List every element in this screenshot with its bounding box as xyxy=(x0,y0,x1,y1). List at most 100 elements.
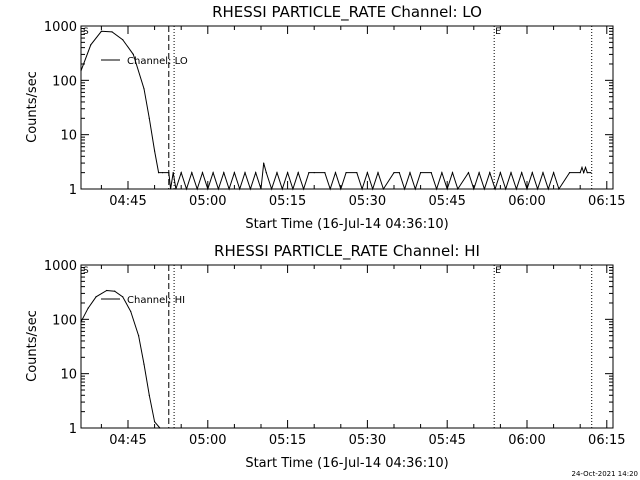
data-point xyxy=(175,188,176,189)
data-point xyxy=(159,427,160,428)
data-point xyxy=(122,39,123,40)
data-point xyxy=(162,172,163,173)
data-point xyxy=(516,188,517,189)
series-line xyxy=(81,31,591,189)
start-marker: S xyxy=(83,27,89,37)
data-point xyxy=(218,188,219,189)
plot-frame xyxy=(81,265,613,428)
data-point xyxy=(101,31,102,32)
chart-title: RHESSI PARTICLE_RATE Channel: LO xyxy=(212,3,482,22)
data-point xyxy=(255,172,256,173)
data-point xyxy=(133,54,134,55)
data-point xyxy=(314,172,315,173)
data-point xyxy=(548,188,549,189)
data-point xyxy=(149,395,150,396)
data-point xyxy=(500,172,501,173)
x-tick-label: 06:00 xyxy=(508,194,545,209)
data-point xyxy=(80,70,81,71)
data-point xyxy=(581,167,582,168)
y-axis-label: Counts/sec xyxy=(25,71,40,143)
data-point xyxy=(111,31,112,32)
chart-panel-lo: RHESSI PARTICLE_RATE Channel: LO Start T… xyxy=(25,3,482,232)
data-point xyxy=(452,172,453,173)
data-point xyxy=(542,172,543,173)
data-point xyxy=(377,172,378,173)
data-point xyxy=(143,363,144,364)
x-tick-label: 05:45 xyxy=(428,433,465,448)
data-point xyxy=(537,188,538,189)
x-tick-label: 05:15 xyxy=(269,433,306,448)
data-point xyxy=(263,162,264,163)
data-point xyxy=(510,172,511,173)
chart-plot-lo: 04:45 05:00 05:15 05:30 05:45 06:00 06:15 1 10 10… xyxy=(44,20,626,209)
data-point xyxy=(170,188,171,189)
data-point xyxy=(324,172,325,173)
data-point xyxy=(372,188,373,189)
data-point xyxy=(149,118,150,119)
data-point xyxy=(292,188,293,189)
data-point xyxy=(244,172,245,173)
data-point xyxy=(122,296,123,297)
data-point xyxy=(168,172,169,173)
legend-label: Channel: HI xyxy=(127,295,185,306)
data-point xyxy=(569,172,570,173)
chart-panel-hi: RHESSI PARTICLE_RATE Channel: HI Start T… xyxy=(25,242,480,471)
data-point xyxy=(335,172,336,173)
data-point xyxy=(308,172,309,173)
chart-plot-hi: 04:45 05:00 05:15 05:30 05:45 06:00 06:15 1 10 10… xyxy=(44,259,626,448)
y-axis-label: Counts/sec xyxy=(25,310,40,382)
data-point xyxy=(468,172,469,173)
y-tick-label: 1 xyxy=(69,183,77,198)
y-tick-label: 1000 xyxy=(44,259,77,274)
x-tick-label: 05:00 xyxy=(189,433,226,448)
data-point xyxy=(303,188,304,189)
x-tick-label: 05:45 xyxy=(428,194,465,209)
legend-label: Channel: LO xyxy=(127,56,188,67)
data-point xyxy=(521,172,522,173)
x-tick-label: 06:00 xyxy=(508,433,545,448)
data-point xyxy=(441,172,442,173)
data-point xyxy=(250,188,251,189)
generation-timestamp: 24-Oct-2021 14:20 xyxy=(572,470,638,478)
data-point xyxy=(404,188,405,189)
data-point xyxy=(276,172,277,173)
data-point xyxy=(282,188,283,189)
data-point xyxy=(260,188,261,189)
data-point xyxy=(95,296,96,297)
x-tick-label: 05:00 xyxy=(189,194,226,209)
data-point xyxy=(553,172,554,173)
data-point xyxy=(494,188,495,189)
data-point xyxy=(202,172,203,173)
data-point xyxy=(585,167,586,168)
end-marker: E xyxy=(495,27,501,37)
data-point xyxy=(580,172,581,173)
data-point xyxy=(409,172,410,173)
data-point xyxy=(383,188,384,189)
data-point xyxy=(130,311,131,312)
y-tick-label: 10 xyxy=(60,368,77,383)
y-tick-label: 1000 xyxy=(44,20,77,35)
data-point xyxy=(590,172,591,173)
y-tick-label: 100 xyxy=(52,74,77,89)
data-point xyxy=(80,321,81,322)
end-marker: E xyxy=(495,266,501,276)
data-point xyxy=(181,172,182,173)
data-point xyxy=(143,88,144,89)
plot-frame xyxy=(81,26,613,189)
data-point xyxy=(489,172,490,173)
data-point xyxy=(436,188,437,189)
data-point xyxy=(415,188,416,189)
data-point xyxy=(393,172,394,173)
data-point xyxy=(138,335,139,336)
data-point xyxy=(271,188,272,189)
x-axis-label: Start Time (16-Jul-14 04:36:10) xyxy=(245,456,448,471)
data-point xyxy=(154,150,155,151)
data-point xyxy=(447,188,448,189)
data-point xyxy=(356,172,357,173)
data-point xyxy=(191,172,192,173)
data-point xyxy=(154,421,155,422)
x-tick-label: 04:45 xyxy=(109,433,146,448)
data-point xyxy=(197,188,198,189)
series-line xyxy=(81,291,160,429)
